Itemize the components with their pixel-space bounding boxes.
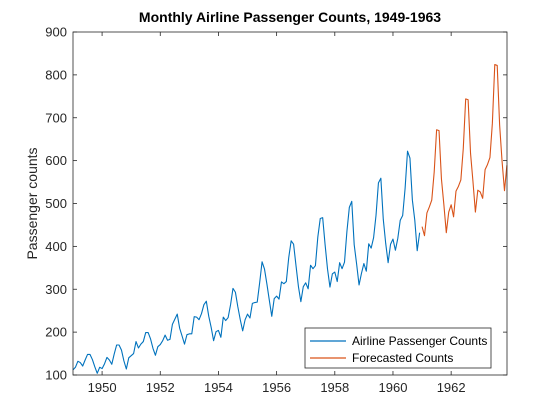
series-line-airline-passenger-counts — [72, 150, 421, 374]
ticks-layer: 100 200 300 400 500 600 700 800 900 1950 1952 1954 1… — [45, 25, 507, 395]
chart-title: Monthly Airline Passenger Counts, 1949-1… — [139, 9, 441, 25]
series-line-forecasted-counts — [421, 64, 508, 237]
x-tick-label: 1958 — [320, 380, 349, 395]
y-tick-label: 600 — [45, 153, 67, 168]
y-tick-label: 100 — [45, 368, 67, 383]
x-tick-label: 1950 — [88, 380, 117, 395]
y-tick-label: 700 — [45, 110, 67, 125]
legend-label-airline-passenger-counts: Airline Passenger Counts — [352, 334, 487, 348]
x-tick-label: 1962 — [437, 380, 466, 395]
x-tick-label: 1956 — [262, 380, 291, 395]
y-tick-label: 200 — [45, 325, 67, 340]
series-layer — [72, 64, 508, 374]
y-tick-label: 800 — [45, 67, 67, 82]
y-tick-label: 400 — [45, 239, 67, 254]
plot-area — [73, 32, 507, 375]
y-tick-label: 300 — [45, 282, 67, 297]
legend-label-forecasted-counts: Forecasted Counts — [352, 351, 453, 365]
y-tick-label: 900 — [45, 25, 67, 40]
y-axis-label: Passenger counts — [24, 147, 40, 259]
legend-box — [304, 327, 492, 369]
x-tick-label: 1952 — [146, 380, 175, 395]
x-tick-label: 1954 — [204, 380, 233, 395]
x-tick-label: 1960 — [379, 380, 408, 395]
y-tick-label: 500 — [45, 196, 67, 211]
legend: Airline Passenger Counts Forecasted Coun… — [304, 327, 492, 369]
